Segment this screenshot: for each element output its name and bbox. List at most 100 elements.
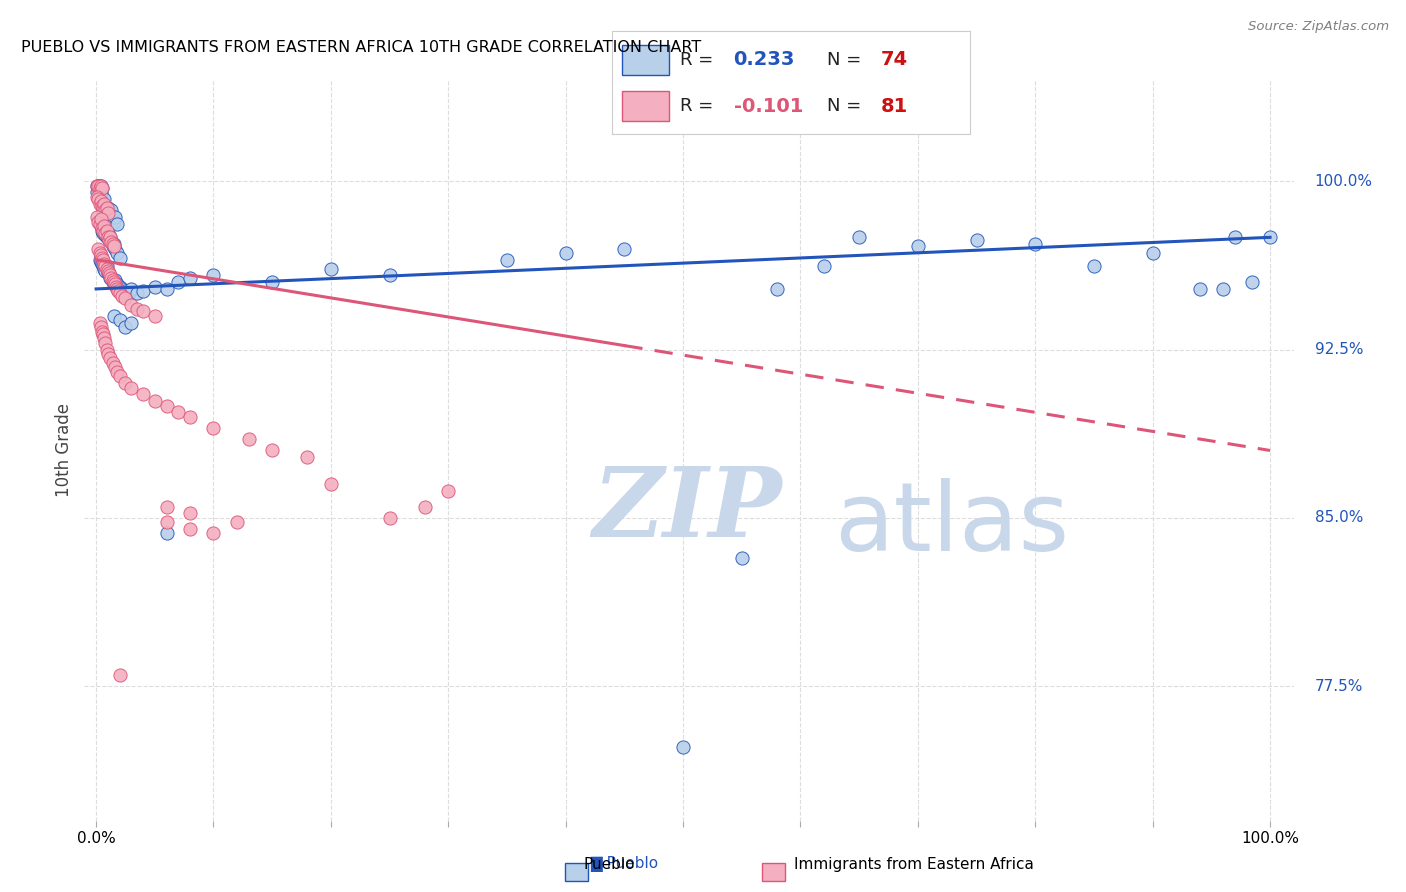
Point: [413, 500, 436, 514]
Point: [91, 181, 114, 195]
Point: [86, 178, 108, 193]
Point: [93, 257, 115, 271]
FancyBboxPatch shape: [623, 91, 669, 121]
Point: [101, 237, 124, 252]
Point: [104, 210, 127, 224]
Text: Source: ZipAtlas.com: Source: ZipAtlas.com: [1249, 20, 1389, 33]
Text: 77.5%: 77.5%: [1315, 679, 1362, 693]
Point: [100, 235, 122, 249]
Point: [103, 309, 125, 323]
Point: [91, 203, 114, 218]
Point: [93, 261, 115, 276]
Point: [319, 261, 342, 276]
Text: 85.0%: 85.0%: [1315, 510, 1362, 525]
Point: [96, 261, 118, 276]
Point: [100, 235, 122, 249]
Point: [554, 246, 576, 260]
Point: [90, 212, 112, 227]
Point: [319, 477, 342, 491]
Text: Pueblo: Pueblo: [583, 857, 636, 872]
Point: [96, 201, 118, 215]
Point: [108, 251, 131, 265]
Point: [118, 286, 141, 301]
Text: 92.5%: 92.5%: [1315, 342, 1362, 357]
Point: [108, 279, 131, 293]
Point: [143, 309, 166, 323]
Point: [101, 273, 124, 287]
Point: [179, 522, 201, 536]
Point: [127, 286, 149, 301]
Point: [1142, 246, 1164, 260]
Point: [378, 510, 401, 524]
Point: [93, 192, 115, 206]
Point: [86, 210, 108, 224]
Point: [91, 224, 114, 238]
Point: [87, 192, 110, 206]
Point: [86, 186, 108, 200]
Text: R =: R =: [679, 51, 713, 69]
Point: [91, 199, 114, 213]
Point: [97, 201, 120, 215]
Point: [104, 360, 127, 375]
Point: [93, 331, 115, 345]
Point: [111, 282, 134, 296]
Point: [98, 212, 121, 227]
Point: [179, 270, 201, 285]
Point: [94, 199, 117, 213]
Point: [1258, 230, 1281, 244]
Point: [90, 320, 112, 334]
Point: [91, 260, 114, 274]
Point: [167, 405, 190, 419]
Point: [93, 221, 115, 235]
Text: atlas: atlas: [834, 478, 1069, 571]
Point: [120, 298, 142, 312]
Point: [766, 282, 789, 296]
Point: [94, 335, 117, 350]
Point: [91, 224, 114, 238]
Point: [378, 268, 401, 283]
Point: [97, 347, 120, 361]
Point: [94, 260, 117, 274]
Point: [437, 483, 460, 498]
Point: [105, 277, 128, 292]
Point: [613, 242, 636, 256]
Point: [98, 230, 121, 244]
Point: [96, 205, 118, 219]
Point: [155, 399, 177, 413]
Point: [1241, 275, 1264, 289]
Point: [87, 178, 110, 193]
Text: PUEBLO VS IMMIGRANTS FROM EASTERN AFRICA 10TH GRADE CORRELATION CHART: PUEBLO VS IMMIGRANTS FROM EASTERN AFRICA…: [21, 40, 702, 55]
Text: -0.101: -0.101: [734, 96, 803, 116]
Point: [91, 226, 114, 240]
Point: [104, 242, 127, 256]
Point: [155, 500, 177, 514]
Point: [103, 239, 125, 253]
Point: [86, 190, 108, 204]
Text: N =: N =: [827, 51, 860, 69]
Point: [105, 217, 128, 231]
Point: [91, 196, 114, 211]
Point: [101, 239, 124, 253]
Point: [907, 239, 929, 253]
Point: [108, 369, 131, 384]
FancyBboxPatch shape: [565, 863, 588, 881]
Text: 100.0%: 100.0%: [1315, 174, 1372, 189]
Point: [111, 288, 134, 302]
Point: [90, 248, 112, 262]
Point: [98, 266, 121, 280]
Text: N =: N =: [827, 97, 860, 115]
Text: Immigrants from Eastern Africa: Immigrants from Eastern Africa: [794, 857, 1035, 872]
Point: [87, 242, 110, 256]
Point: [966, 233, 988, 247]
Point: [94, 264, 117, 278]
Point: [97, 205, 120, 219]
Point: [848, 230, 870, 244]
Point: [86, 178, 108, 193]
Point: [297, 450, 319, 465]
Point: [98, 233, 121, 247]
FancyBboxPatch shape: [762, 863, 785, 881]
Point: [98, 268, 121, 283]
Point: [167, 275, 190, 289]
Text: 81: 81: [880, 96, 908, 116]
Point: [104, 273, 127, 287]
